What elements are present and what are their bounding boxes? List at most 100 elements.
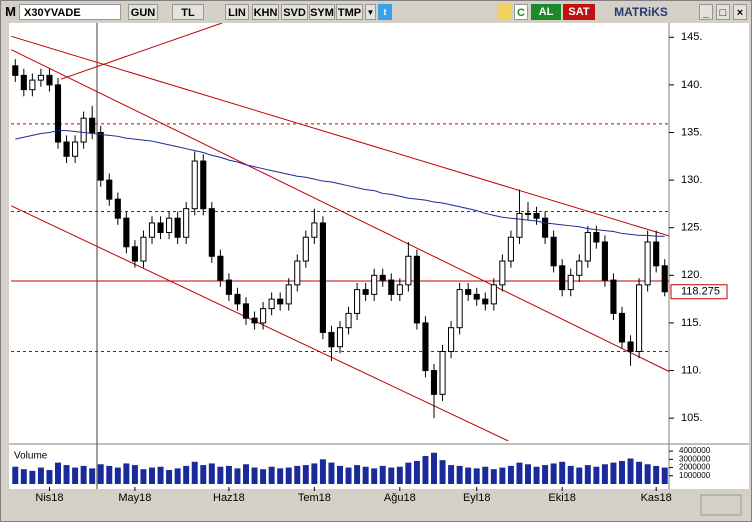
volume-bar	[80, 465, 87, 484]
candle-body	[72, 141, 79, 157]
volume-bar	[123, 463, 130, 484]
candle-body	[371, 274, 378, 295]
volume-bar	[345, 467, 352, 484]
volume-bar	[268, 466, 275, 484]
candle-body	[456, 289, 463, 329]
close-button[interactable]: ×	[733, 4, 747, 20]
volume-bar	[149, 467, 155, 484]
volume-bar	[131, 465, 138, 484]
candle-body	[567, 274, 574, 291]
volume-bar	[234, 468, 241, 484]
volume-bar	[644, 464, 651, 484]
candle-body	[277, 298, 284, 305]
x-tick-label: Eyl18	[463, 492, 491, 504]
candle-body	[593, 231, 600, 243]
volume-bar	[225, 465, 232, 484]
x-tick-label: Nis18	[35, 492, 63, 504]
candle-body	[20, 74, 27, 91]
candle-body	[661, 265, 668, 293]
sell-button[interactable]: SAT	[563, 4, 595, 20]
y-tick-label: 130.	[681, 174, 702, 186]
candle-body	[319, 222, 326, 333]
volume-tick-label: 1000000	[679, 471, 711, 480]
volume-bar	[405, 462, 412, 484]
volume-bar	[277, 468, 284, 484]
volume-bar	[661, 467, 668, 484]
volume-bar	[12, 466, 19, 484]
y-tick-label: 115.	[681, 317, 702, 329]
toolbar-button[interactable]: SYM	[309, 4, 335, 20]
volume-bar	[302, 465, 309, 484]
candle-body	[379, 274, 386, 281]
candle-body	[448, 327, 455, 352]
candle-body	[576, 260, 583, 276]
volume-bar	[550, 463, 557, 484]
y-tick-label: 135.	[681, 126, 702, 138]
toolbar-button[interactable]: KHN	[252, 4, 279, 20]
candle-body	[260, 308, 267, 324]
volume-bar	[319, 459, 326, 484]
dropdown-button[interactable]: ▼	[365, 4, 376, 20]
candle-body	[627, 341, 634, 352]
candle-body	[473, 293, 480, 300]
moving-average	[15, 130, 665, 237]
candle-body	[396, 284, 403, 295]
y-tick-label: 110.	[681, 364, 702, 376]
volume-bar	[37, 467, 44, 484]
minimize-button[interactable]: _	[699, 4, 713, 20]
logo: M	[4, 4, 17, 20]
volume-bar	[294, 465, 301, 484]
candle-body	[482, 298, 489, 305]
volume-bar	[396, 466, 403, 484]
chart-background	[9, 23, 749, 489]
twitter-icon[interactable]: t	[378, 4, 392, 20]
candle-body	[354, 289, 361, 314]
candle-body	[328, 331, 335, 348]
candle-body	[550, 236, 557, 267]
volume-bar	[354, 465, 361, 484]
symbol-box[interactable]: X30YVADE	[19, 4, 121, 20]
volume-bar	[20, 469, 27, 484]
volume-bar	[601, 464, 608, 484]
volume-bar	[490, 469, 497, 484]
candle-body	[430, 370, 438, 395]
candle-body	[217, 255, 224, 281]
candle-body	[208, 208, 215, 257]
scroll-control[interactable]	[700, 494, 742, 516]
candle-body	[636, 284, 643, 352]
volume-bar	[106, 465, 113, 484]
refresh-icon[interactable]: C	[514, 4, 528, 20]
candle-body	[285, 284, 292, 305]
volume-bar	[29, 470, 36, 484]
toolbar-button[interactable]: GUN	[128, 4, 158, 20]
volume-bar	[439, 460, 446, 484]
toolbar-button[interactable]: SVD	[281, 4, 308, 20]
candle-body	[174, 217, 181, 238]
candle-body	[106, 179, 113, 200]
candle-body	[524, 212, 532, 215]
candle-body	[422, 322, 429, 372]
candle-body	[234, 293, 241, 305]
candle-body	[29, 79, 36, 91]
volume-bar	[89, 468, 96, 484]
maximize-button[interactable]: □	[716, 4, 730, 20]
candle-body	[533, 212, 540, 219]
tool-icon[interactable]	[497, 4, 511, 20]
toolbar-button[interactable]: TL	[172, 4, 204, 20]
volume-bar	[157, 466, 164, 484]
volume-bar	[208, 463, 215, 484]
buy-button[interactable]: AL	[531, 4, 561, 20]
candle-body	[166, 217, 173, 233]
candle-body	[465, 289, 472, 295]
x-tick-label: Tem18	[298, 492, 331, 504]
candle-body	[225, 279, 232, 295]
candle-body	[584, 231, 591, 262]
candle-body	[490, 284, 497, 305]
toolbar-button[interactable]: LIN	[225, 4, 249, 20]
volume-bar	[371, 468, 378, 484]
candle-body	[405, 255, 412, 286]
volume-bar	[183, 465, 190, 484]
toolbar-button[interactable]: TMP	[336, 4, 363, 20]
volume-bar	[593, 466, 600, 484]
volume-bar	[525, 464, 531, 484]
